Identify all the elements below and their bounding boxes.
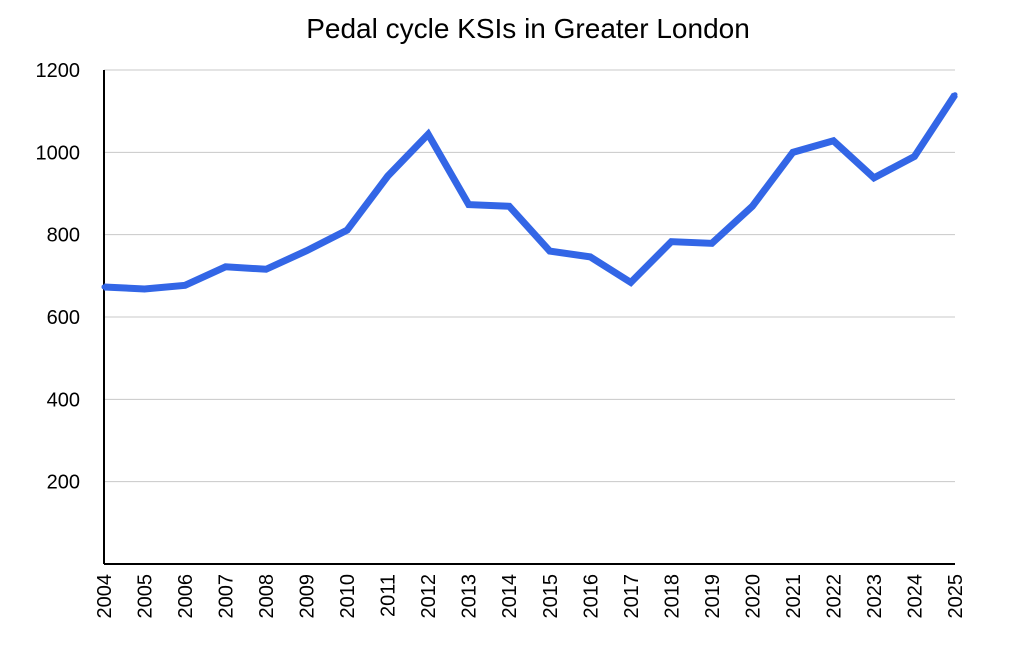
y-tick-label-600: 600 [47,307,80,329]
x-tick-label-2009: 2009 [297,574,319,619]
x-tick-label-2011: 2011 [378,574,400,617]
x-tick-label-2024: 2024 [904,574,926,619]
data-point-2021 [790,149,796,155]
data-point-2004 [101,284,107,290]
data-point-2020 [749,203,755,209]
series-layer [101,92,958,293]
data-point-2011 [385,173,391,179]
x-tick-label-2022: 2022 [823,574,845,619]
y-tick-label-800: 800 [47,225,80,247]
x-tick-label-2018: 2018 [661,574,683,619]
data-point-2015 [547,248,553,254]
y-tick-label-400: 400 [47,389,80,411]
x-tick-label-2023: 2023 [864,574,886,619]
data-point-2005 [142,286,148,292]
data-point-2012 [425,131,431,137]
x-tick-label-2007: 2007 [216,574,238,619]
x-tick-label-2016: 2016 [580,574,602,619]
x-tick-label-2020: 2020 [742,574,764,619]
data-point-2006 [182,282,188,288]
chart-title: Pedal cycle KSIs in Greater London [306,13,750,44]
x-tick-label-2014: 2014 [499,574,521,619]
data-point-2014 [506,203,512,209]
x-tick-label-2005: 2005 [135,574,157,619]
data-point-2010 [344,227,350,233]
data-point-2025 [952,92,958,98]
y-tick-label-200: 200 [47,472,80,494]
series-line-0 [103,92,958,293]
y-tick-label-1200: 1200 [36,60,81,82]
gridlines [104,69,955,483]
data-point-2023 [871,175,877,181]
x-tick-label-2015: 2015 [540,574,562,619]
axes [103,70,955,565]
x-tick-label-2012: 2012 [418,574,440,619]
data-point-2009 [304,248,310,254]
x-tick-label-2021: 2021 [783,574,805,619]
x-tick-label-2025: 2025 [945,574,967,619]
data-point-2008 [263,266,269,272]
x-tick-label-2008: 2008 [256,574,278,619]
y-tick-label-1000: 1000 [36,142,81,164]
y-axis-ticks: 200 400 600 800 1000 1200 [36,60,81,494]
data-point-2013 [466,202,472,208]
data-point-2017 [628,279,634,285]
x-tick-label-2004: 2004 [94,574,116,619]
data-point-2019 [709,240,715,246]
x-tick-label-2017: 2017 [621,574,643,619]
data-point-2024 [911,153,917,159]
x-axis-ticks: 2004 2005 2006 2007 2008 2009 2010 2011 2012 2013… [94,574,967,619]
data-point-2018 [668,239,674,245]
x-tick-label-2006: 2006 [175,574,197,619]
x-tick-label-2010: 2010 [337,574,359,619]
data-point-2016 [587,254,593,260]
x-tick-label-2013: 2013 [459,574,481,619]
x-tick-label-2019: 2019 [702,574,724,619]
data-point-2022 [830,138,836,144]
data-point-2007 [223,264,229,270]
